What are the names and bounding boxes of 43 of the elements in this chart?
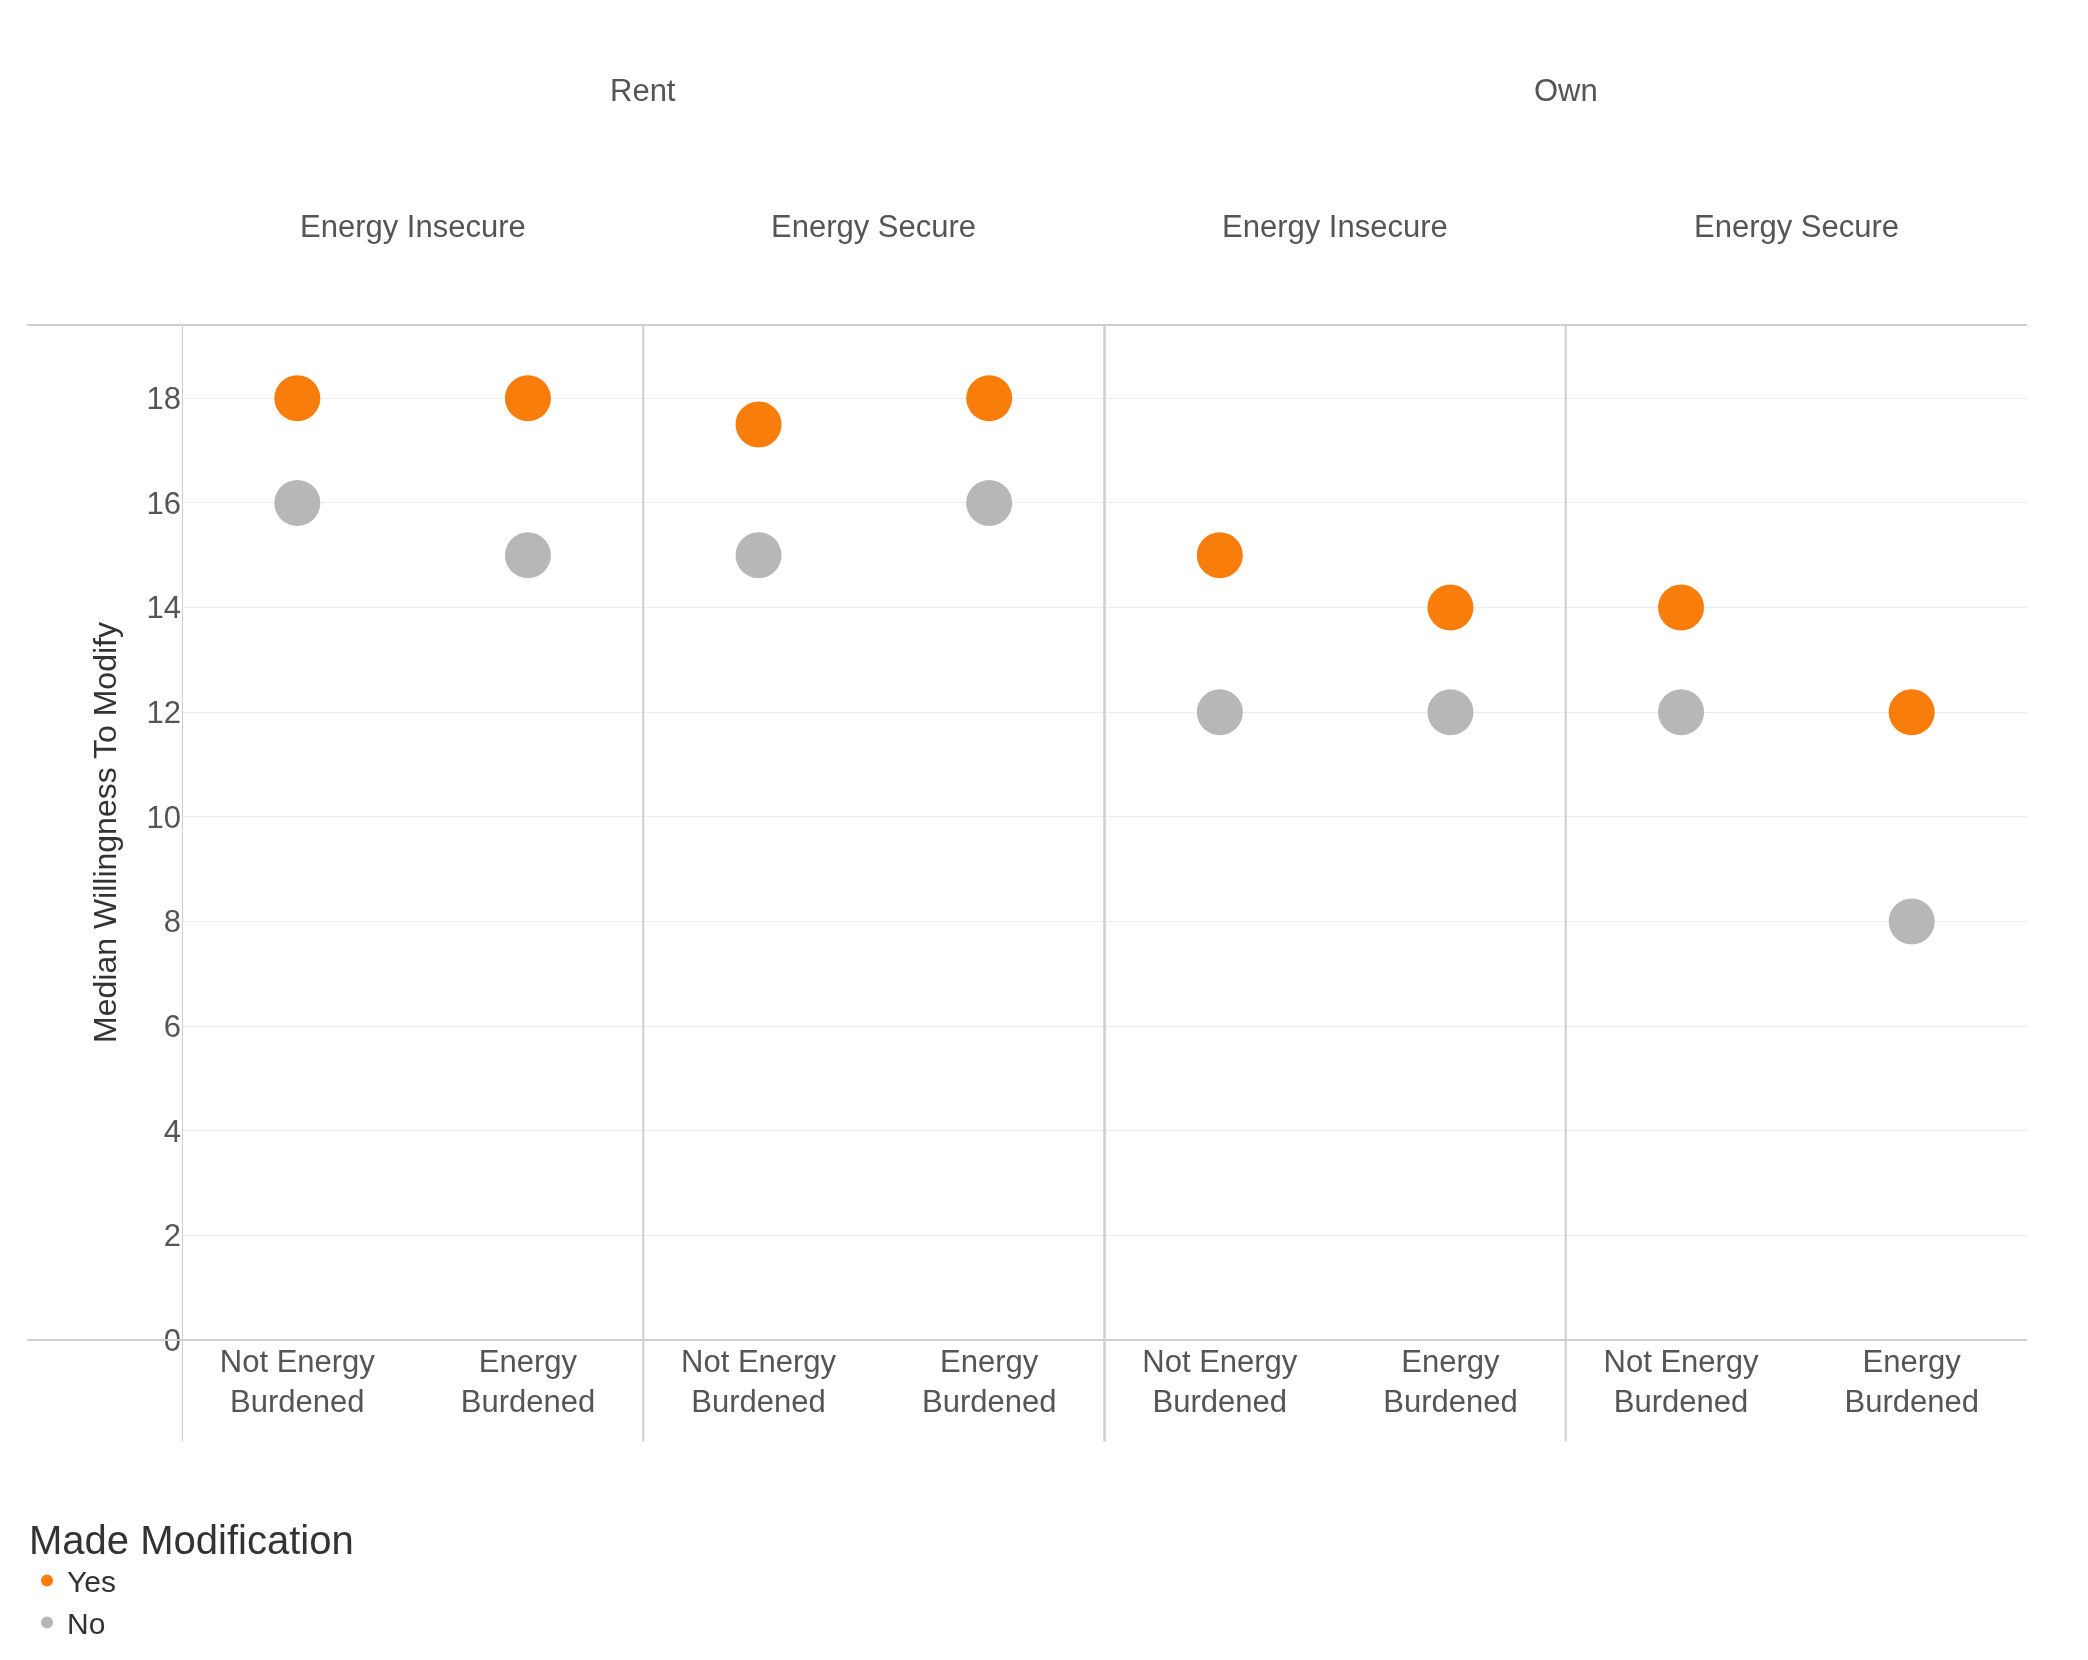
y-tick-label: 10 — [146, 799, 181, 835]
x-tick-label: Not Energy Burdened — [1603, 1344, 1760, 1420]
text: Rent — [610, 73, 676, 108]
point — [966, 375, 1013, 422]
x-tick-label: Energy Burdened — [460, 1344, 596, 1420]
point — [1658, 689, 1705, 736]
x-tick-label: Not Energy Burdened — [1142, 1344, 1298, 1420]
y-tick-label: 14 — [146, 590, 181, 626]
point — [274, 375, 321, 422]
point — [966, 479, 1013, 526]
point — [1888, 898, 1935, 945]
point — [1427, 689, 1474, 736]
point — [274, 479, 321, 526]
text: Own — [1534, 73, 1598, 108]
x-tick-label: Energy Burdened — [1844, 1344, 1979, 1420]
y-tick-label: 2 — [163, 1218, 181, 1254]
y-tick-label: 12 — [146, 695, 181, 731]
point — [735, 401, 782, 448]
point — [504, 532, 551, 579]
y-tick-label: 4 — [163, 1113, 181, 1149]
y-tick-label: 6 — [163, 1008, 181, 1044]
legend-label: Yes — [67, 1565, 116, 1599]
text: Energy Secure — [771, 209, 977, 244]
x-tick-label: Not Energy Burdened — [219, 1344, 376, 1420]
point — [1888, 689, 1935, 736]
y-tick-label: 16 — [146, 485, 181, 521]
point — [1196, 532, 1243, 579]
legend-title: Made Modification — [29, 1518, 354, 1563]
text: Energy Insecure — [300, 209, 526, 244]
x-tick-label: Energy Burdened — [1383, 1344, 1518, 1420]
legend-label: No — [67, 1607, 106, 1641]
text: Energy Secure — [1694, 209, 1900, 244]
point — [504, 375, 551, 422]
text: Energy Insecure — [1222, 209, 1448, 244]
x-tick-label: Not Energy Burdened — [681, 1344, 837, 1420]
y-axis-title: Median Willingness To Modify — [86, 622, 123, 1043]
y-tick-label: 8 — [163, 904, 181, 940]
x-tick-label: Energy Burdened — [921, 1344, 1057, 1420]
point — [735, 532, 782, 579]
point — [1427, 584, 1474, 631]
point — [1196, 689, 1243, 736]
y-tick-label: 18 — [146, 381, 181, 417]
point — [1658, 584, 1705, 631]
